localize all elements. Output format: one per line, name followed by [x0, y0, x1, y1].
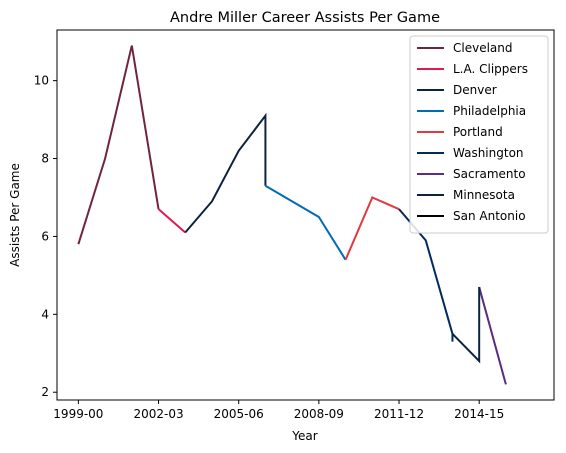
y-tick-label-2: 6	[41, 229, 49, 243]
legend-label-1: L.A. Clippers	[453, 62, 528, 76]
x-tick-label-2: 2005-06	[214, 407, 264, 421]
series-line-2	[184, 112, 267, 234]
legend-label-7: Minnesota	[453, 188, 515, 202]
legend-label-4: Portland	[453, 125, 503, 139]
y-tick-label-3: 8	[41, 152, 49, 166]
x-tick-label-0: 1999-00	[53, 407, 103, 421]
x-tick-label-5: 2014-15	[454, 407, 504, 421]
series-line-6	[478, 286, 507, 385]
chart-title: Andre Miller Career Assists Per Game	[170, 10, 440, 26]
plot-area	[56, 29, 555, 401]
series-line-7	[451, 287, 481, 364]
y-tick-label-1: 4	[41, 307, 49, 321]
x-tick-label-1: 2002-03	[133, 407, 183, 421]
y-tick-label-4: 10	[34, 74, 49, 88]
y-axis: 2 4 6 8 10	[34, 74, 57, 399]
x-tick-label-4: 2011-12	[374, 407, 424, 421]
legend-label-8: San Antonio	[453, 209, 526, 223]
legend-label-0: Cleveland	[453, 41, 513, 55]
legend: Cleveland L.A. Clippers Denver Philadelphia…	[409, 35, 549, 234]
legend-label-6: Sacramento	[453, 167, 526, 181]
x-axis: 1999-00 2002-03 2005-06 2008-09 2011-12 2014-…	[53, 400, 504, 421]
legend-frame	[409, 35, 549, 234]
series-line-0	[77, 45, 160, 245]
y-tick-label-0: 2	[41, 385, 49, 399]
x-tick-label-3: 2008-09	[294, 407, 344, 421]
x-axis-title: Year	[291, 429, 317, 443]
series-line-1	[157, 208, 186, 234]
legend-label-5: Washington	[453, 146, 524, 160]
series-line-3	[264, 184, 347, 261]
series-line-4	[344, 196, 400, 261]
legend-label-2: Denver	[453, 83, 497, 97]
y-axis-title: Assists Per Game	[8, 163, 22, 267]
legend-label-3: Philadelphia	[453, 104, 526, 118]
